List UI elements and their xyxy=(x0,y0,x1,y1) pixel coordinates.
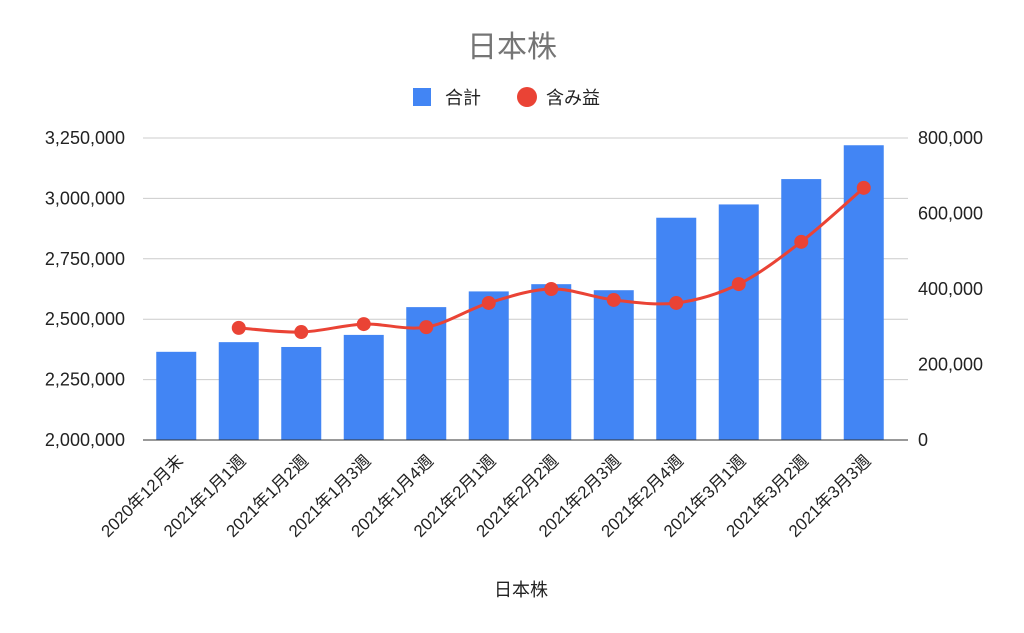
bar xyxy=(718,204,759,440)
line-point xyxy=(356,317,371,332)
line-point xyxy=(606,292,621,307)
bar xyxy=(531,284,572,440)
bar xyxy=(656,217,697,440)
bar xyxy=(593,290,634,440)
legend-item-total: 合計 xyxy=(413,88,481,108)
right-axis-tick-label: 400,000 xyxy=(918,279,983,299)
bar xyxy=(281,346,322,440)
bar xyxy=(218,342,259,440)
left-axis-tick-label: 3,250,000 xyxy=(45,128,125,148)
line-point xyxy=(231,320,246,335)
x-axis: 2020年12月末2021年1月1週2021年1月2週2021年1月3週2021… xyxy=(97,451,874,541)
line-point xyxy=(481,295,496,310)
legend-item-unrealized-gain: 含み益 xyxy=(517,87,600,108)
line-point xyxy=(544,282,559,296)
left-axis-tick-label: 2,000,000 xyxy=(45,430,125,450)
x-axis-title: 日本株 xyxy=(494,580,548,600)
bar xyxy=(156,351,197,440)
gridlines xyxy=(143,137,908,381)
legend-swatch-circle xyxy=(517,87,537,107)
line-point xyxy=(669,295,684,310)
left-axis-tick-label: 2,750,000 xyxy=(45,249,125,269)
chart-title: 日本株 xyxy=(467,31,557,64)
left-axis-tick-label: 2,250,000 xyxy=(45,370,125,390)
left-axis-tick-label: 3,000,000 xyxy=(45,188,125,208)
line-series-unrealized-gain xyxy=(231,180,871,340)
right-axis-tick-label: 200,000 xyxy=(918,355,983,375)
legend-swatch-square xyxy=(413,88,431,106)
right-axis-tick-label: 0 xyxy=(918,430,928,450)
line-point xyxy=(294,325,309,340)
bar-series-total xyxy=(156,145,884,441)
bar xyxy=(343,334,384,440)
legend: 合計 含み益 xyxy=(413,87,600,108)
right-axis-tick-label: 800,000 xyxy=(918,128,983,148)
line-point xyxy=(794,234,809,249)
bar xyxy=(468,291,509,440)
right-axis-tick-label: 600,000 xyxy=(918,204,983,224)
bar xyxy=(781,179,822,440)
legend-label-unrealized-gain: 含み益 xyxy=(546,88,600,108)
line-point xyxy=(419,320,434,335)
left-axis-tick-label: 2,500,000 xyxy=(45,309,125,329)
left-axis: 2,000,000 2,250,000 2,500,000 2,750,000 3,00… xyxy=(45,128,125,450)
right-axis: 0 200,000 400,000 600,000 800,000 xyxy=(918,128,983,450)
line-point xyxy=(731,277,746,292)
legend-label-total: 合計 xyxy=(445,88,481,108)
line-point xyxy=(856,180,871,195)
